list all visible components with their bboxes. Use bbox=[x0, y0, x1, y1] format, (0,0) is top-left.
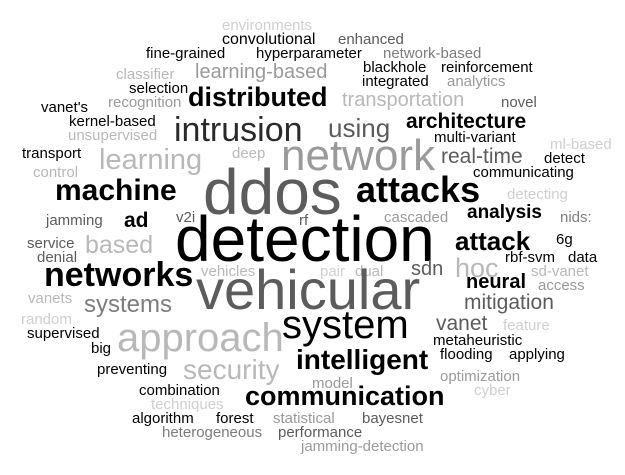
word-convolutional: convolutional bbox=[222, 31, 316, 48]
word-rbf-svm: rbf-svm bbox=[505, 249, 555, 266]
word-sd-vanet: sd-vanet bbox=[531, 263, 589, 280]
word-ml-based: ml-based bbox=[550, 136, 612, 153]
word-network: network bbox=[281, 131, 436, 180]
word-flooding: flooding bbox=[440, 346, 493, 363]
word-rf: rf bbox=[299, 212, 309, 229]
word-jamming: jamming bbox=[46, 212, 103, 229]
word-transport: transport bbox=[22, 145, 82, 162]
word-fine-grained: fine-grained bbox=[146, 45, 226, 62]
word-control: control bbox=[33, 164, 79, 181]
word-preventing: preventing bbox=[97, 361, 168, 378]
word-analytics: analytics bbox=[447, 73, 506, 90]
word-detection: detection bbox=[175, 203, 435, 275]
word-forest: forest bbox=[216, 410, 254, 427]
word-vehicles: vehicles bbox=[201, 263, 256, 280]
word-communicating: communicating bbox=[473, 164, 574, 181]
word-enhanced: enhanced bbox=[338, 31, 404, 48]
word-denial: denial bbox=[37, 249, 78, 266]
word-sdn: sdn bbox=[411, 258, 444, 280]
word-intelligent: intelligent bbox=[296, 344, 429, 375]
word-6g: 6g bbox=[556, 231, 573, 248]
word-neural: neural bbox=[466, 271, 527, 293]
word-multi-variant: multi-variant bbox=[434, 129, 516, 146]
word-applying: applying bbox=[509, 346, 565, 363]
word-vanets: vanets bbox=[28, 290, 73, 307]
word-pair: pair bbox=[320, 263, 346, 280]
word-detecting: detecting bbox=[507, 186, 568, 203]
word-cyber: cyber bbox=[474, 382, 511, 399]
word-ad: ad bbox=[124, 209, 149, 232]
word-attack: attack bbox=[455, 226, 531, 256]
word-deep: deep bbox=[232, 145, 266, 162]
word-access: access bbox=[538, 277, 585, 294]
word-transportation: transportation bbox=[342, 89, 465, 111]
word-approach: approach bbox=[117, 316, 284, 360]
word-architecture: architecture bbox=[406, 110, 527, 133]
word-security: security bbox=[183, 354, 280, 385]
word-novel: novel bbox=[501, 94, 537, 111]
word-system: system bbox=[282, 303, 409, 347]
word-learning-based: learning-based bbox=[195, 61, 328, 83]
word-systems: systems bbox=[84, 291, 173, 318]
word-based: based bbox=[85, 231, 154, 259]
word-recognition: recognition bbox=[108, 94, 182, 111]
word-random: random bbox=[21, 311, 72, 328]
word-supervised: supervised bbox=[27, 325, 100, 342]
word-statistical: statistical bbox=[273, 410, 335, 427]
word-mitigation: mitigation bbox=[464, 291, 554, 314]
word-analysis: analysis bbox=[467, 202, 542, 223]
word-vehicular: vehicular bbox=[196, 258, 421, 321]
word-data: data bbox=[568, 249, 598, 266]
word-vanets-possessive: vanet's bbox=[41, 99, 89, 116]
word-detect: detect bbox=[544, 150, 585, 167]
word-attacks: attacks bbox=[356, 169, 481, 210]
word-environments: environments bbox=[222, 17, 313, 34]
word-blackhole: blackhole bbox=[363, 59, 427, 76]
word-hyperparameter: hyperparameter bbox=[256, 45, 362, 62]
word-intrusion: intrusion bbox=[174, 111, 303, 149]
word-bayesnet: bayesnet bbox=[362, 410, 423, 427]
word-kernel-based: kernel-based bbox=[69, 113, 156, 130]
word-network-based: network-based bbox=[383, 45, 482, 62]
word-service: service bbox=[27, 235, 75, 252]
word-learning: learning bbox=[99, 144, 203, 176]
word-dual: dual bbox=[355, 263, 384, 280]
word-integrated: integrated bbox=[362, 73, 429, 90]
word-distributed: distributed bbox=[188, 82, 328, 112]
word-nids: nids: bbox=[560, 209, 592, 226]
word-communication: communication bbox=[245, 381, 445, 411]
word-metaheuristic: metaheuristic bbox=[433, 332, 523, 349]
word-v2i: v2i bbox=[176, 209, 196, 226]
word-unsupervised: unsupervised bbox=[68, 127, 158, 144]
word-feature: feature bbox=[503, 317, 550, 334]
word-ddos: ddos bbox=[203, 156, 342, 228]
word-combination: combination bbox=[139, 382, 220, 399]
word-reinforcement: reinforcement bbox=[441, 59, 533, 76]
word-using: using bbox=[328, 113, 391, 143]
word-algorithm: algorithm bbox=[132, 410, 194, 427]
word-vanet: vanet bbox=[436, 312, 488, 335]
word-selection: selection bbox=[129, 80, 189, 97]
word-big: big bbox=[91, 340, 112, 357]
word-model: model bbox=[312, 375, 353, 392]
word-cascaded: cascaded bbox=[384, 209, 449, 226]
word-classifier: classifier bbox=[116, 66, 175, 83]
word-networks: networks bbox=[44, 256, 194, 294]
word-hoc: hoc bbox=[455, 253, 499, 283]
word-machine: machine bbox=[55, 174, 177, 207]
word-optimization: optimization bbox=[440, 368, 521, 385]
word-real-time: real-time bbox=[441, 145, 523, 168]
word-heterogeneous: heterogeneous bbox=[162, 424, 263, 441]
word-jamming-detection: jamming-detection bbox=[301, 438, 424, 455]
word-performance: performance bbox=[278, 424, 363, 441]
word-techniques: techniques bbox=[151, 396, 224, 413]
